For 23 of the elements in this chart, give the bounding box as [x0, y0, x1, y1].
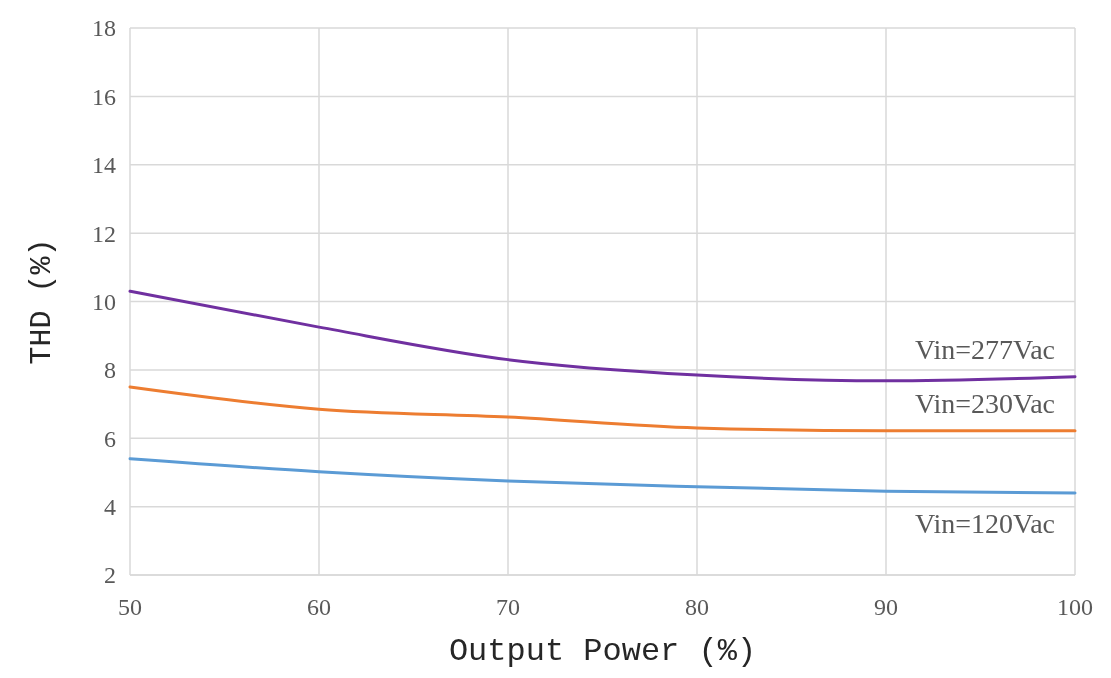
series-label: Vin=120Vac [914, 507, 1055, 539]
y-axis-title: THD (%) [25, 238, 59, 365]
series-label: Vin=277Vac [914, 333, 1055, 365]
x-tick-label: 80 [685, 594, 709, 620]
x-tick-label: 60 [307, 594, 331, 620]
line-series [128, 289, 1077, 383]
y-tick-label: 12 [92, 220, 116, 247]
x-tick-label: 50 [118, 594, 142, 620]
y-tick-label: 8 [104, 357, 116, 384]
y-tick-label: 14 [92, 152, 116, 179]
series-label: Vin=230Vac [914, 387, 1055, 419]
x-tick-label: 100 [1057, 594, 1093, 620]
y-tick-label: 4 [104, 494, 116, 521]
y-tick-label: 10 [92, 288, 116, 315]
y-tick-label: 16 [92, 83, 116, 110]
x-axis-title: Output Power (%) [448, 633, 757, 670]
line-series [128, 457, 1077, 495]
line-series [128, 385, 1077, 433]
x-tick-label: 70 [496, 594, 520, 620]
x-tick-label: 90 [874, 594, 898, 620]
y-tick-label: 2 [104, 562, 116, 589]
y-tick-label: 6 [104, 425, 116, 452]
y-tick-label: 18 [92, 15, 116, 42]
